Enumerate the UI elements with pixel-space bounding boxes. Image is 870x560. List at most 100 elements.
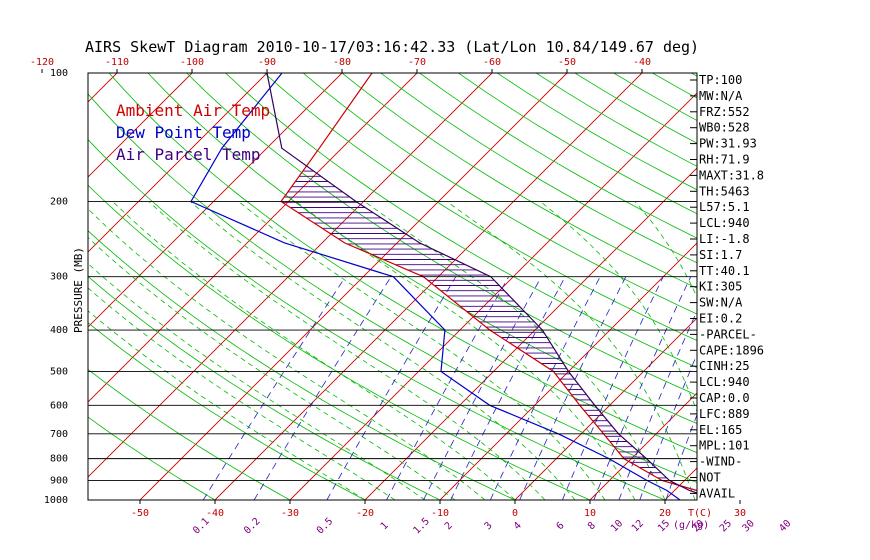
index-label: EI:0.2 <box>699 312 742 326</box>
top-tick-label: -90 <box>258 57 276 68</box>
index-label: -WIND- <box>699 455 742 469</box>
top-tick-label: -80 <box>333 57 351 68</box>
dry-adiabat-line <box>225 73 697 369</box>
mixing-ratio-label: 12 <box>630 518 646 534</box>
index-label: TT:40.1 <box>699 264 750 278</box>
isotherm-line <box>0 73 42 500</box>
mixing-ratio-label: 15 <box>656 518 672 534</box>
dry-adiabat-line <box>88 230 516 500</box>
top-tick-label: -100 <box>180 57 204 68</box>
index-label: CINH:25 <box>699 359 750 373</box>
parcel-temp-line <box>266 73 697 494</box>
index-label: EL:165 <box>699 423 742 437</box>
mixing-ratio-label: 1.5 <box>411 516 432 537</box>
mixing-ratio-label: 10 <box>609 518 625 534</box>
dry-adiabat-line <box>108 73 697 454</box>
isotherm-line <box>88 73 418 403</box>
dry-adiabat-line <box>186 73 697 396</box>
background-grid <box>0 73 870 501</box>
bottom-tick-label: 30 <box>734 508 746 519</box>
moist-adiabat-line <box>148 201 546 500</box>
dry-adiabat-line <box>808 73 870 500</box>
index-label: KI:305 <box>699 280 742 294</box>
index-label: TP:100 <box>699 73 742 87</box>
index-label: WB0:528 <box>699 121 750 135</box>
dry-adiabat-line <box>458 73 697 215</box>
mixing-ratio-label: 0.5 <box>315 516 336 537</box>
index-label: SW:N/A <box>699 296 743 310</box>
index-label: MW:N/A <box>699 89 743 103</box>
bottom-tick-label: -20 <box>356 508 374 519</box>
mixing-ratio-line <box>490 276 601 500</box>
isotherm-line <box>88 73 268 253</box>
index-label: NOT <box>699 471 721 485</box>
legend-dewpoint: Dew Point Temp <box>116 123 251 142</box>
pressure-tick-label: 800 <box>50 454 68 465</box>
mixing-ratio-line <box>665 413 697 500</box>
index-label: LCL:940 <box>699 216 750 230</box>
index-label: LCL:940 <box>699 375 750 389</box>
moist-adiabat-line <box>295 201 636 500</box>
cape-hatching <box>282 170 675 484</box>
legend-ambient: Ambient Air Temp <box>116 101 270 120</box>
pressure-tick-label: 300 <box>50 272 68 283</box>
dry-adiabat-line <box>88 275 441 500</box>
dry-adiabat-line <box>769 73 870 500</box>
bottom-tick-label: 20 <box>659 508 671 519</box>
pressure-tick-label: 500 <box>50 366 68 377</box>
mixing-ratio-label: 2 <box>443 520 455 532</box>
mixing-ratio-label: 40 <box>777 518 793 534</box>
pressure-tick-label: 900 <box>50 475 68 486</box>
pressure-tick-label: 400 <box>50 325 68 336</box>
isotherm-line <box>364 167 697 500</box>
moist-adiabat-line <box>784 202 815 501</box>
moist-adiabat-line <box>112 201 516 500</box>
stability-indices: TP:100 MW:N/A FRZ:552 WB0:528 PW:31.93 RH:71.… <box>690 73 764 500</box>
mixing-ratio-line <box>593 276 692 500</box>
mixing-ratio-line <box>326 276 457 500</box>
top-tick-label: -50 <box>558 57 576 68</box>
top-tick-label: -110 <box>105 57 129 68</box>
top-tick-label: -60 <box>483 57 501 68</box>
bottom-tick-label: -10 <box>431 508 449 519</box>
dry-adiabat-line <box>88 184 591 500</box>
mixing-ratio-unit: (g/kg) <box>673 520 709 531</box>
dry-adiabat-line <box>88 416 216 500</box>
index-label: MPL:101 <box>699 439 750 453</box>
bottom-tick-label: -30 <box>281 508 299 519</box>
isotherm-line <box>740 73 870 500</box>
moist-adiabat-line <box>88 310 366 500</box>
mixing-ratio-line <box>639 353 697 500</box>
pressure-tick-label: 600 <box>50 400 68 411</box>
index-label: FRZ:552 <box>699 105 750 119</box>
index-label: LFC:889 <box>699 407 750 421</box>
dry-adiabat-line <box>264 73 697 341</box>
y-axis-label: PRESSURE (MB) <box>72 247 85 333</box>
temperature-unit: T(C) <box>688 508 712 519</box>
dry-adiabat-line <box>88 93 697 483</box>
mixing-ratio-label: 1 <box>379 520 391 532</box>
mixing-ratio-label: 0.1 <box>191 516 212 537</box>
mixing-ratio-line <box>386 276 510 500</box>
dry-adiabat-line <box>302 73 697 315</box>
moist-adiabat-line <box>88 263 426 500</box>
index-label: CAP:0.0 <box>699 391 750 405</box>
mixing-ratio-label: 4 <box>512 520 524 532</box>
bottom-tick-label: -50 <box>131 508 149 519</box>
moist-adiabat-line <box>189 201 576 500</box>
index-label: SI:1.7 <box>699 248 742 262</box>
mixing-ratio-label: 3 <box>483 520 495 532</box>
index-label: PW:31.93 <box>699 137 757 151</box>
index-label: L57:5.1 <box>699 200 750 214</box>
legend: Ambient Air Temp Dew Point Temp Air Parcel… <box>116 101 270 164</box>
isotherm-line <box>139 73 568 500</box>
dry-adiabat-line <box>88 139 666 500</box>
pressure-tick-label: 700 <box>50 429 68 440</box>
dry-adiabat-line <box>847 73 870 500</box>
mixing-ratio-line <box>253 276 392 500</box>
index-label: MAXT:31.8 <box>699 168 764 182</box>
dry-adiabat-line <box>380 73 697 264</box>
dry-adiabat-line <box>341 73 697 289</box>
dry-adiabat-line <box>419 73 697 239</box>
pressure-tick-label: 100 <box>50 68 68 79</box>
